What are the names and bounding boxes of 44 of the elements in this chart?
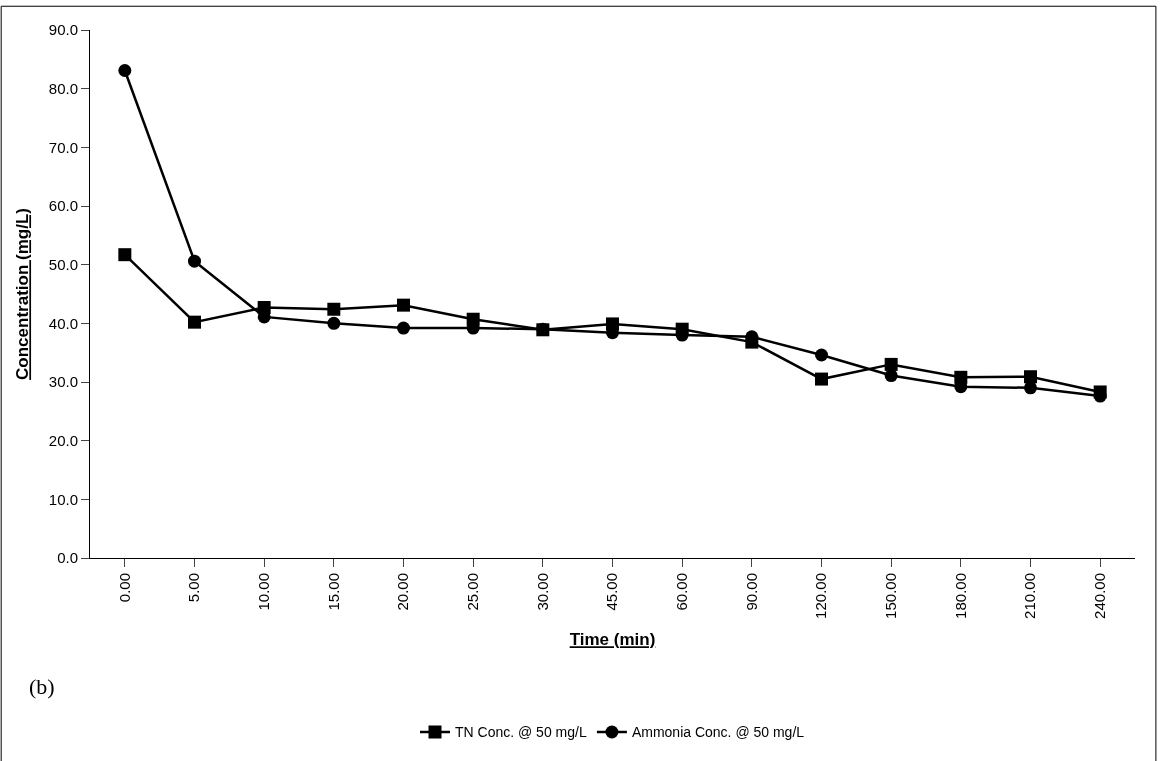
x-tick-label: 240.00: [1091, 573, 1109, 619]
point: [815, 372, 828, 386]
x-tick-label: 150.00: [882, 573, 900, 619]
point: [188, 254, 201, 268]
point: [327, 302, 341, 316]
x-tick-label: 5.00: [185, 573, 203, 603]
x-tick-label: 25.00: [464, 573, 482, 611]
y-tick-label: 30.0: [48, 373, 78, 391]
point: [397, 298, 410, 312]
x-tick-label: 0.00: [115, 573, 133, 603]
x-tick-label: 90.00: [742, 573, 760, 611]
x-tick-label: 30.00: [533, 573, 551, 611]
y-axis-title: Concentration (mg/L): [13, 208, 33, 380]
legend-label: Ammonia Conc. @ 50 mg/L: [631, 724, 805, 741]
point: [327, 316, 341, 330]
x-axis-title: Time (min): [569, 630, 656, 650]
x-tick-label: 45.00: [603, 573, 621, 611]
x-tick-label: 210.00: [1021, 573, 1039, 619]
y-tick-label: 90.0: [48, 21, 78, 39]
y-tick-label: 70.0: [48, 138, 78, 156]
y-tick-label: 10.0: [48, 490, 78, 508]
point: [884, 369, 898, 383]
text: (b): [29, 674, 55, 699]
x-tick-label: 15.00: [324, 573, 342, 611]
point: [884, 357, 898, 371]
x-tick-label: 120.00: [812, 573, 830, 619]
point: [1024, 370, 1037, 384]
y-tick-label: 60.0: [48, 197, 78, 215]
point: [118, 248, 132, 262]
legend-label: TN Conc. @ 50 mg/L: [455, 724, 587, 741]
point: [118, 63, 132, 77]
point: [188, 315, 201, 329]
y-tick-label: 40.0: [48, 314, 78, 332]
y-tick-label: 20.0: [48, 431, 78, 449]
x-tick-label: 180.00: [951, 573, 969, 619]
point: [815, 348, 828, 362]
x-tick-label: 60.00: [673, 573, 691, 611]
point: [397, 321, 410, 335]
y-tick-label: 0.0: [57, 549, 78, 567]
point: [1024, 381, 1037, 395]
y-tick-label: 50.0: [48, 255, 78, 273]
x-tick-label: 20.00: [394, 573, 412, 611]
y-tick-label: 80.0: [48, 79, 78, 97]
x-tick-label: 10.00: [255, 573, 273, 611]
